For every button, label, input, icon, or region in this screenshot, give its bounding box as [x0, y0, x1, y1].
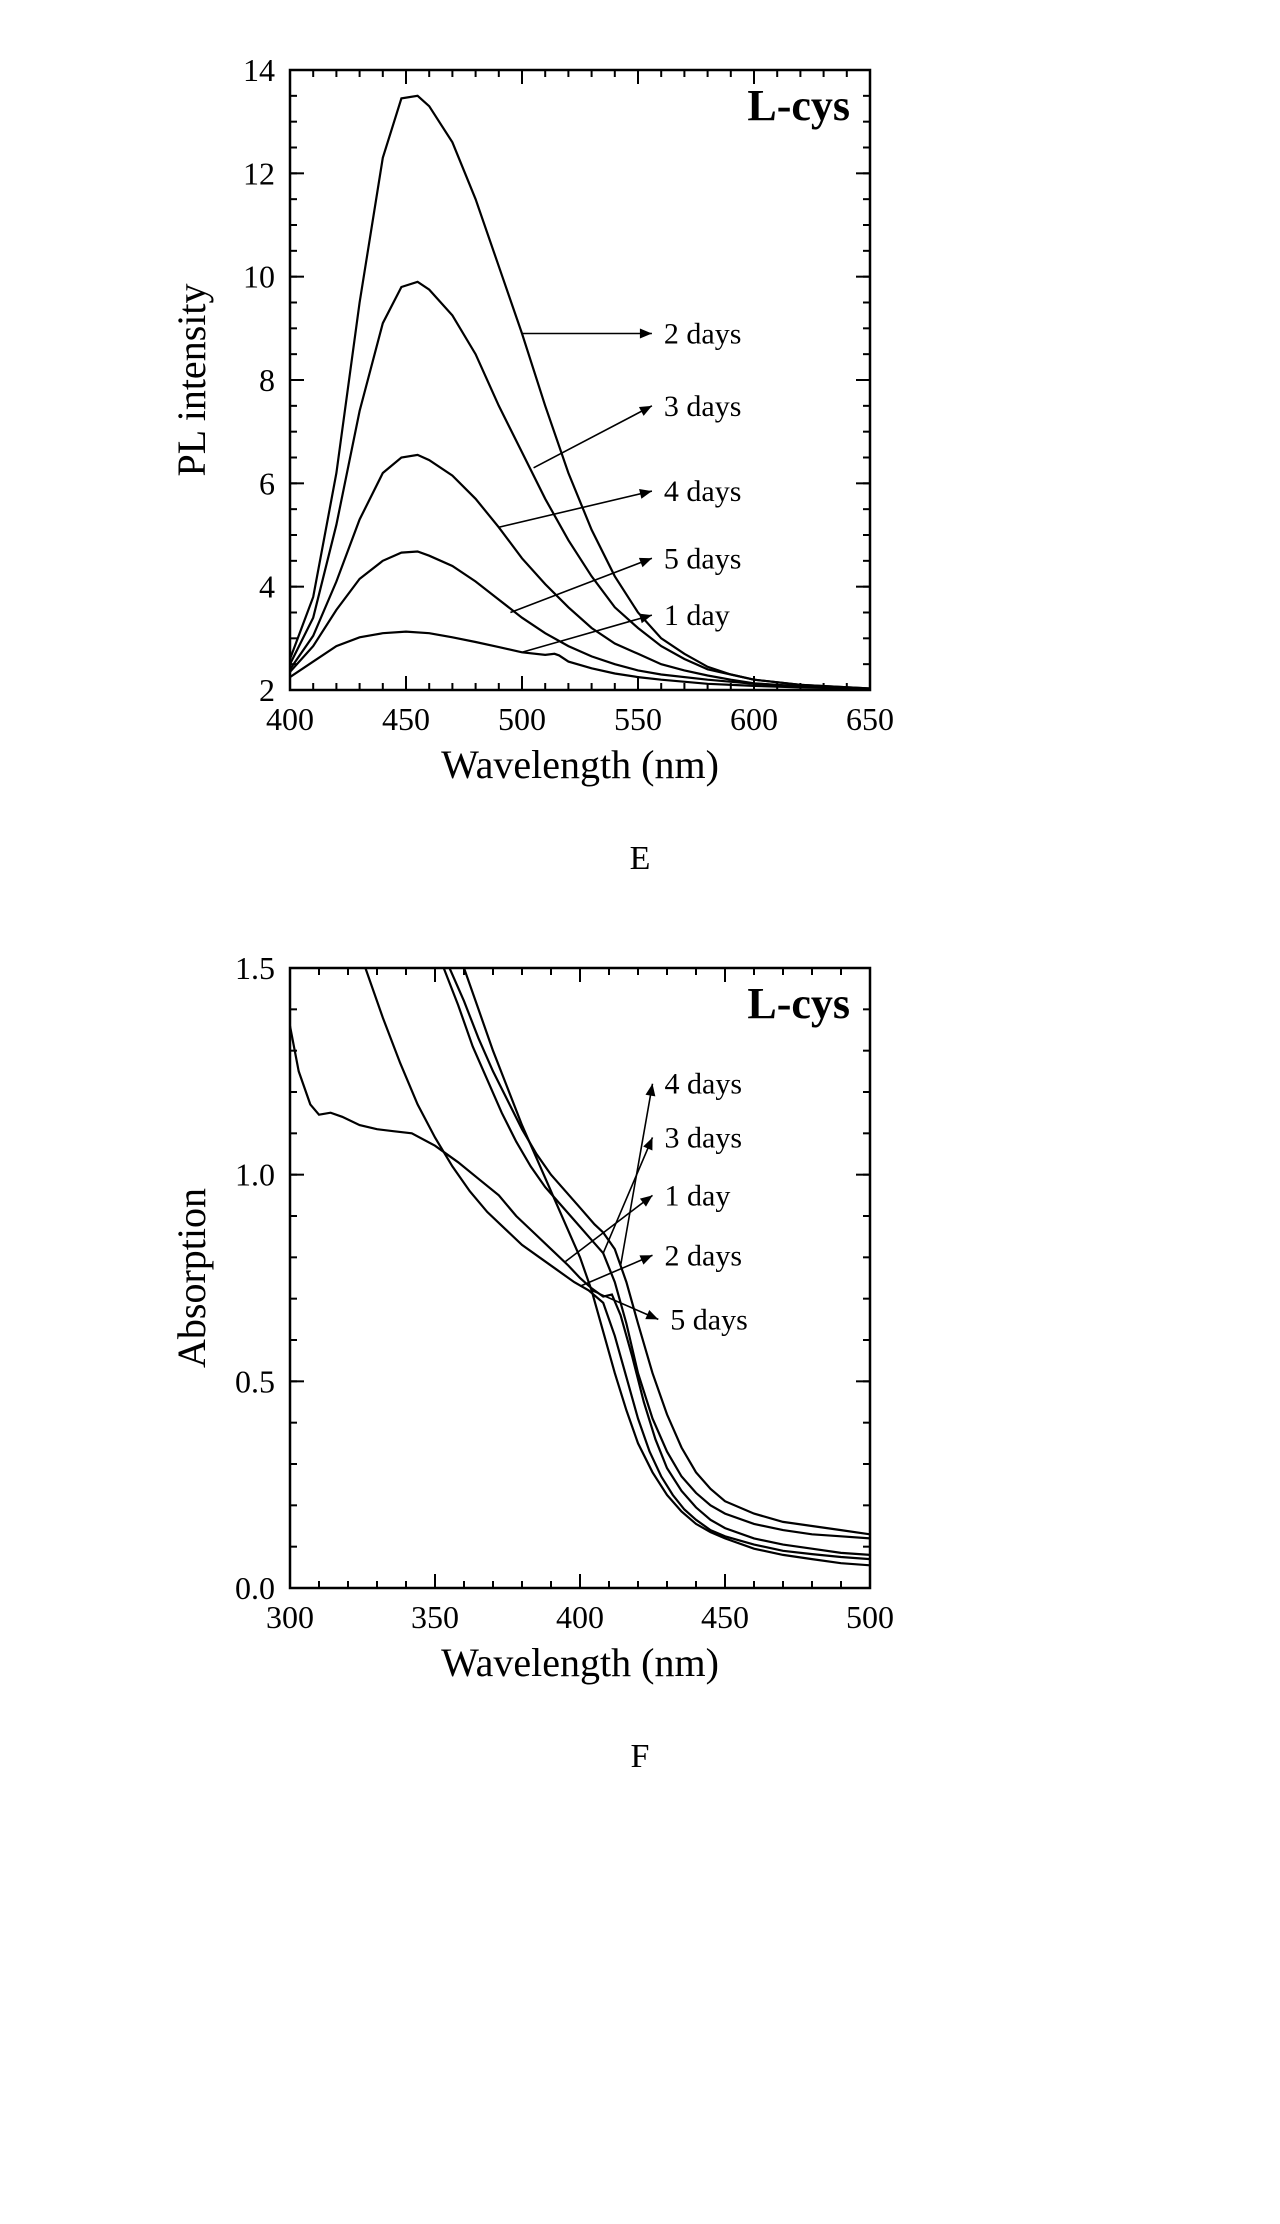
- svg-text:4 days: 4 days: [664, 475, 742, 508]
- svg-text:8: 8: [259, 362, 275, 398]
- svg-text:Wavelength (nm): Wavelength (nm): [441, 1640, 719, 1685]
- svg-text:14: 14: [243, 52, 275, 88]
- svg-text:2 days: 2 days: [664, 318, 742, 351]
- svg-text:450: 450: [701, 1599, 749, 1635]
- chart-e-svg: 40045050055060065024681012142 days3 days…: [160, 40, 1120, 800]
- svg-text:500: 500: [498, 701, 546, 737]
- svg-text:10: 10: [243, 259, 275, 295]
- panel-letter-f: F: [160, 1738, 1120, 1776]
- svg-text:450: 450: [382, 701, 430, 737]
- svg-text:600: 600: [730, 701, 778, 737]
- svg-text:550: 550: [614, 701, 662, 737]
- svg-text:3 days: 3 days: [665, 1121, 743, 1154]
- svg-text:0.0: 0.0: [235, 1570, 275, 1606]
- svg-text:1 day: 1 day: [665, 1179, 731, 1212]
- svg-text:500: 500: [846, 1599, 894, 1635]
- svg-text:2 days: 2 days: [665, 1239, 743, 1272]
- absorption-chart: 3003504004505000.00.51.01.54 days3 days1…: [160, 938, 1120, 1776]
- svg-text:Wavelength (nm): Wavelength (nm): [441, 742, 719, 787]
- svg-text:4 days: 4 days: [665, 1068, 743, 1101]
- svg-text:5 days: 5 days: [664, 542, 742, 575]
- svg-text:1.5: 1.5: [235, 950, 275, 986]
- svg-text:L-cys: L-cys: [747, 979, 850, 1028]
- panel-letter-e: E: [160, 840, 1120, 878]
- pl-intensity-chart: 40045050055060065024681012142 days3 days…: [160, 40, 1120, 878]
- chart-f-svg: 3003504004505000.00.51.01.54 days3 days1…: [160, 938, 1120, 1698]
- svg-text:PL intensity: PL intensity: [169, 284, 214, 477]
- svg-text:3 days: 3 days: [664, 390, 742, 423]
- svg-text:4: 4: [259, 569, 275, 605]
- svg-text:2: 2: [259, 672, 275, 708]
- svg-text:650: 650: [846, 701, 894, 737]
- svg-text:1.0: 1.0: [235, 1157, 275, 1193]
- svg-text:Absorption: Absorption: [169, 1188, 214, 1368]
- svg-text:1 day: 1 day: [664, 599, 730, 632]
- svg-text:12: 12: [243, 155, 275, 191]
- svg-text:6: 6: [259, 465, 275, 501]
- svg-text:5 days: 5 days: [670, 1303, 748, 1336]
- svg-text:0.5: 0.5: [235, 1363, 275, 1399]
- svg-text:400: 400: [556, 1599, 604, 1635]
- svg-text:L-cys: L-cys: [747, 81, 850, 130]
- svg-text:350: 350: [411, 1599, 459, 1635]
